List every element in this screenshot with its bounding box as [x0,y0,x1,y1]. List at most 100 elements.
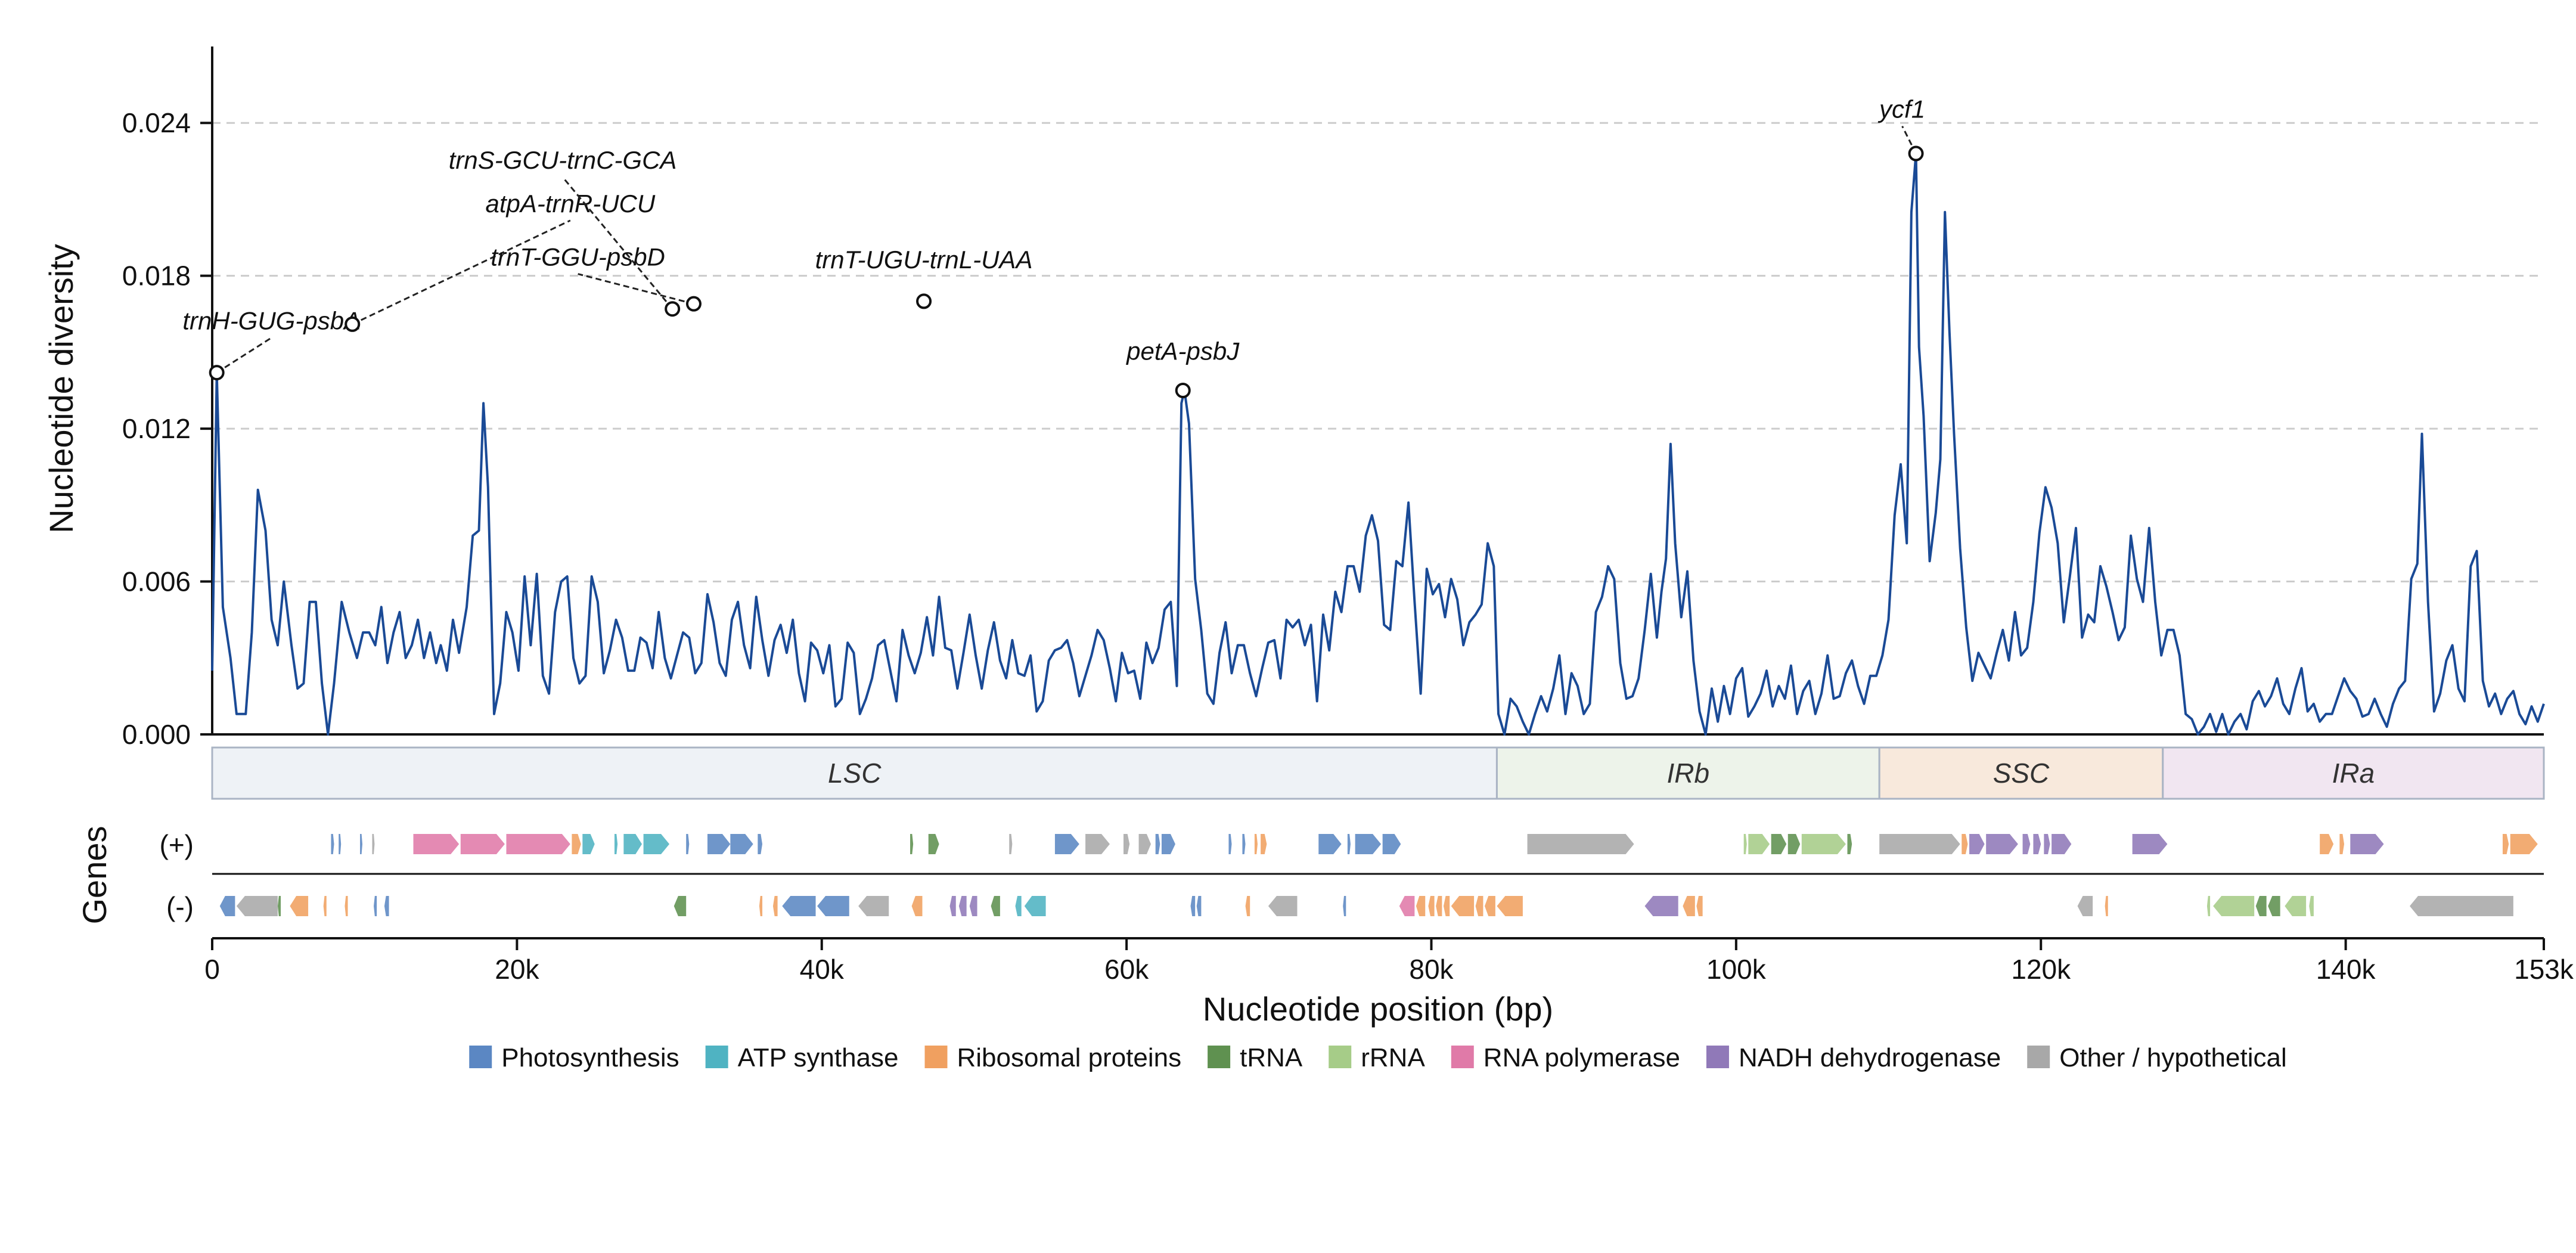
legend-label: rRNA [1361,1043,1425,1072]
gene-arrow [991,896,1000,916]
gene-arrow [1242,834,1246,854]
gene-arrow [1123,834,1130,854]
gene-arrow [614,834,618,854]
gene-arrow [1748,834,1770,854]
gene-arrow [2309,896,2314,916]
legend-swatch [1329,1046,1352,1068]
x-tick-label: 20k [495,954,539,985]
gene-arrow [1428,896,1435,916]
peak-label: trnS-GCU-trnC-GCA [449,146,677,174]
gene-arrow [413,834,460,854]
gene-arrow [1382,834,1401,854]
peak-label: trnH-GUG-psbA [182,306,361,334]
gene-arrow [730,834,753,854]
gene-arrow [460,834,505,854]
gridlines [212,122,2544,583]
gene-arrow [2268,896,2280,916]
region-label: LSC [828,758,882,789]
gene-arrow [1190,896,1196,916]
gene-arrow [623,834,643,854]
legend-swatch [469,1046,492,1068]
gene-arrow [2320,834,2334,854]
x-tick-label: 0 [204,954,220,985]
gene-arrow [2510,834,2538,854]
peak-annotations: trnH-GUG-psbA atpA-trnR-UCU trnS-GCU-trnC-… [182,95,1925,398]
region-label: IRa [2332,758,2375,789]
diversity-line [211,152,2545,736]
gene-arrow [1254,834,1258,854]
legend-label: NADH dehydrogenase [1739,1043,2001,1072]
gene-arrow [2206,896,2211,916]
gene-arrow [1771,834,1787,854]
gene-arrow [1399,896,1415,916]
gene-arrow [686,834,690,854]
gene-arrow [360,834,363,854]
gene-arrow [958,896,967,916]
gene-arrow [2052,834,2072,854]
gene-arrow [331,834,334,854]
peak-label: ycf1 [1877,95,1925,123]
gene-arrow [1161,834,1175,854]
gene-arrow [1683,896,1695,916]
peak-label: atpA-trnR-UCU [486,190,656,218]
legend-swatch [2027,1046,2050,1068]
legend-swatch [1208,1046,1231,1068]
gene-arrow [2033,834,2041,854]
gene-arrow [1085,834,1110,854]
legend-swatch [705,1046,728,1068]
legend-label: Other / hypothetical [2059,1043,2287,1072]
legend-label: Photosynthesis [501,1043,679,1072]
gene-arrow [1343,896,1346,916]
gene-arrow [236,896,278,916]
gene-arrow [1879,834,1960,854]
gene-arrow [1475,896,1483,916]
gene-arrow [782,896,816,916]
peak-leader-line [216,337,272,374]
gene-arrow [1484,896,1495,916]
peak-label: trnT-UGU-trnL-UAA [815,246,1033,274]
peak-marker [344,316,361,332]
legend-label: tRNA [1240,1043,1303,1072]
gene-arrow [759,896,763,916]
region-block [2162,746,2545,800]
gene-arrow [1497,896,1523,916]
gene-arrow [1416,896,1426,916]
gene-arrow [1355,834,1382,854]
gene-arrow [2339,834,2345,854]
gene-arrow [674,896,687,916]
region-block [1495,746,1880,800]
gene-arrow [1436,896,1442,916]
peak-marker [916,293,932,309]
x-tick-label: 60k [1104,954,1149,985]
gene-arrow [2255,896,2267,916]
gene-arrow [643,834,670,854]
peak-marker [1175,383,1191,398]
peak-label: trnT-GGU-psbD [491,243,665,271]
gene-arrow [1986,834,2018,854]
peak-label: petA-psbJ [1125,337,1240,365]
gene-arrow [2502,834,2509,854]
gene-arrow [928,834,939,854]
gene-arrow [384,896,389,916]
x-tick-label: 80k [1409,954,1454,985]
gene-arrow [1451,896,1475,916]
gene-arrow [506,834,570,854]
region-block [1878,746,2164,800]
gene-arrow [2350,834,2384,854]
gene-arrow [969,896,977,916]
gene-arrow [911,896,923,916]
legend-swatch [924,1046,948,1068]
y-tick-label: 0.012 [122,413,191,444]
genome-regions-track: LSC IRb SSC IRa [211,746,2545,800]
gene-arrow [707,834,731,854]
strand-plus-label: (+) [160,829,194,860]
gene-arrow [858,896,889,916]
legend-label: Ribosomal proteins [957,1043,1181,1072]
peak-marker [665,301,681,317]
gene-arrow [290,896,309,916]
y-tick-label: 0.024 [122,107,191,138]
legend-swatch [1451,1046,1474,1068]
gene-arrow [1138,834,1152,854]
gene-arrow [572,834,581,854]
